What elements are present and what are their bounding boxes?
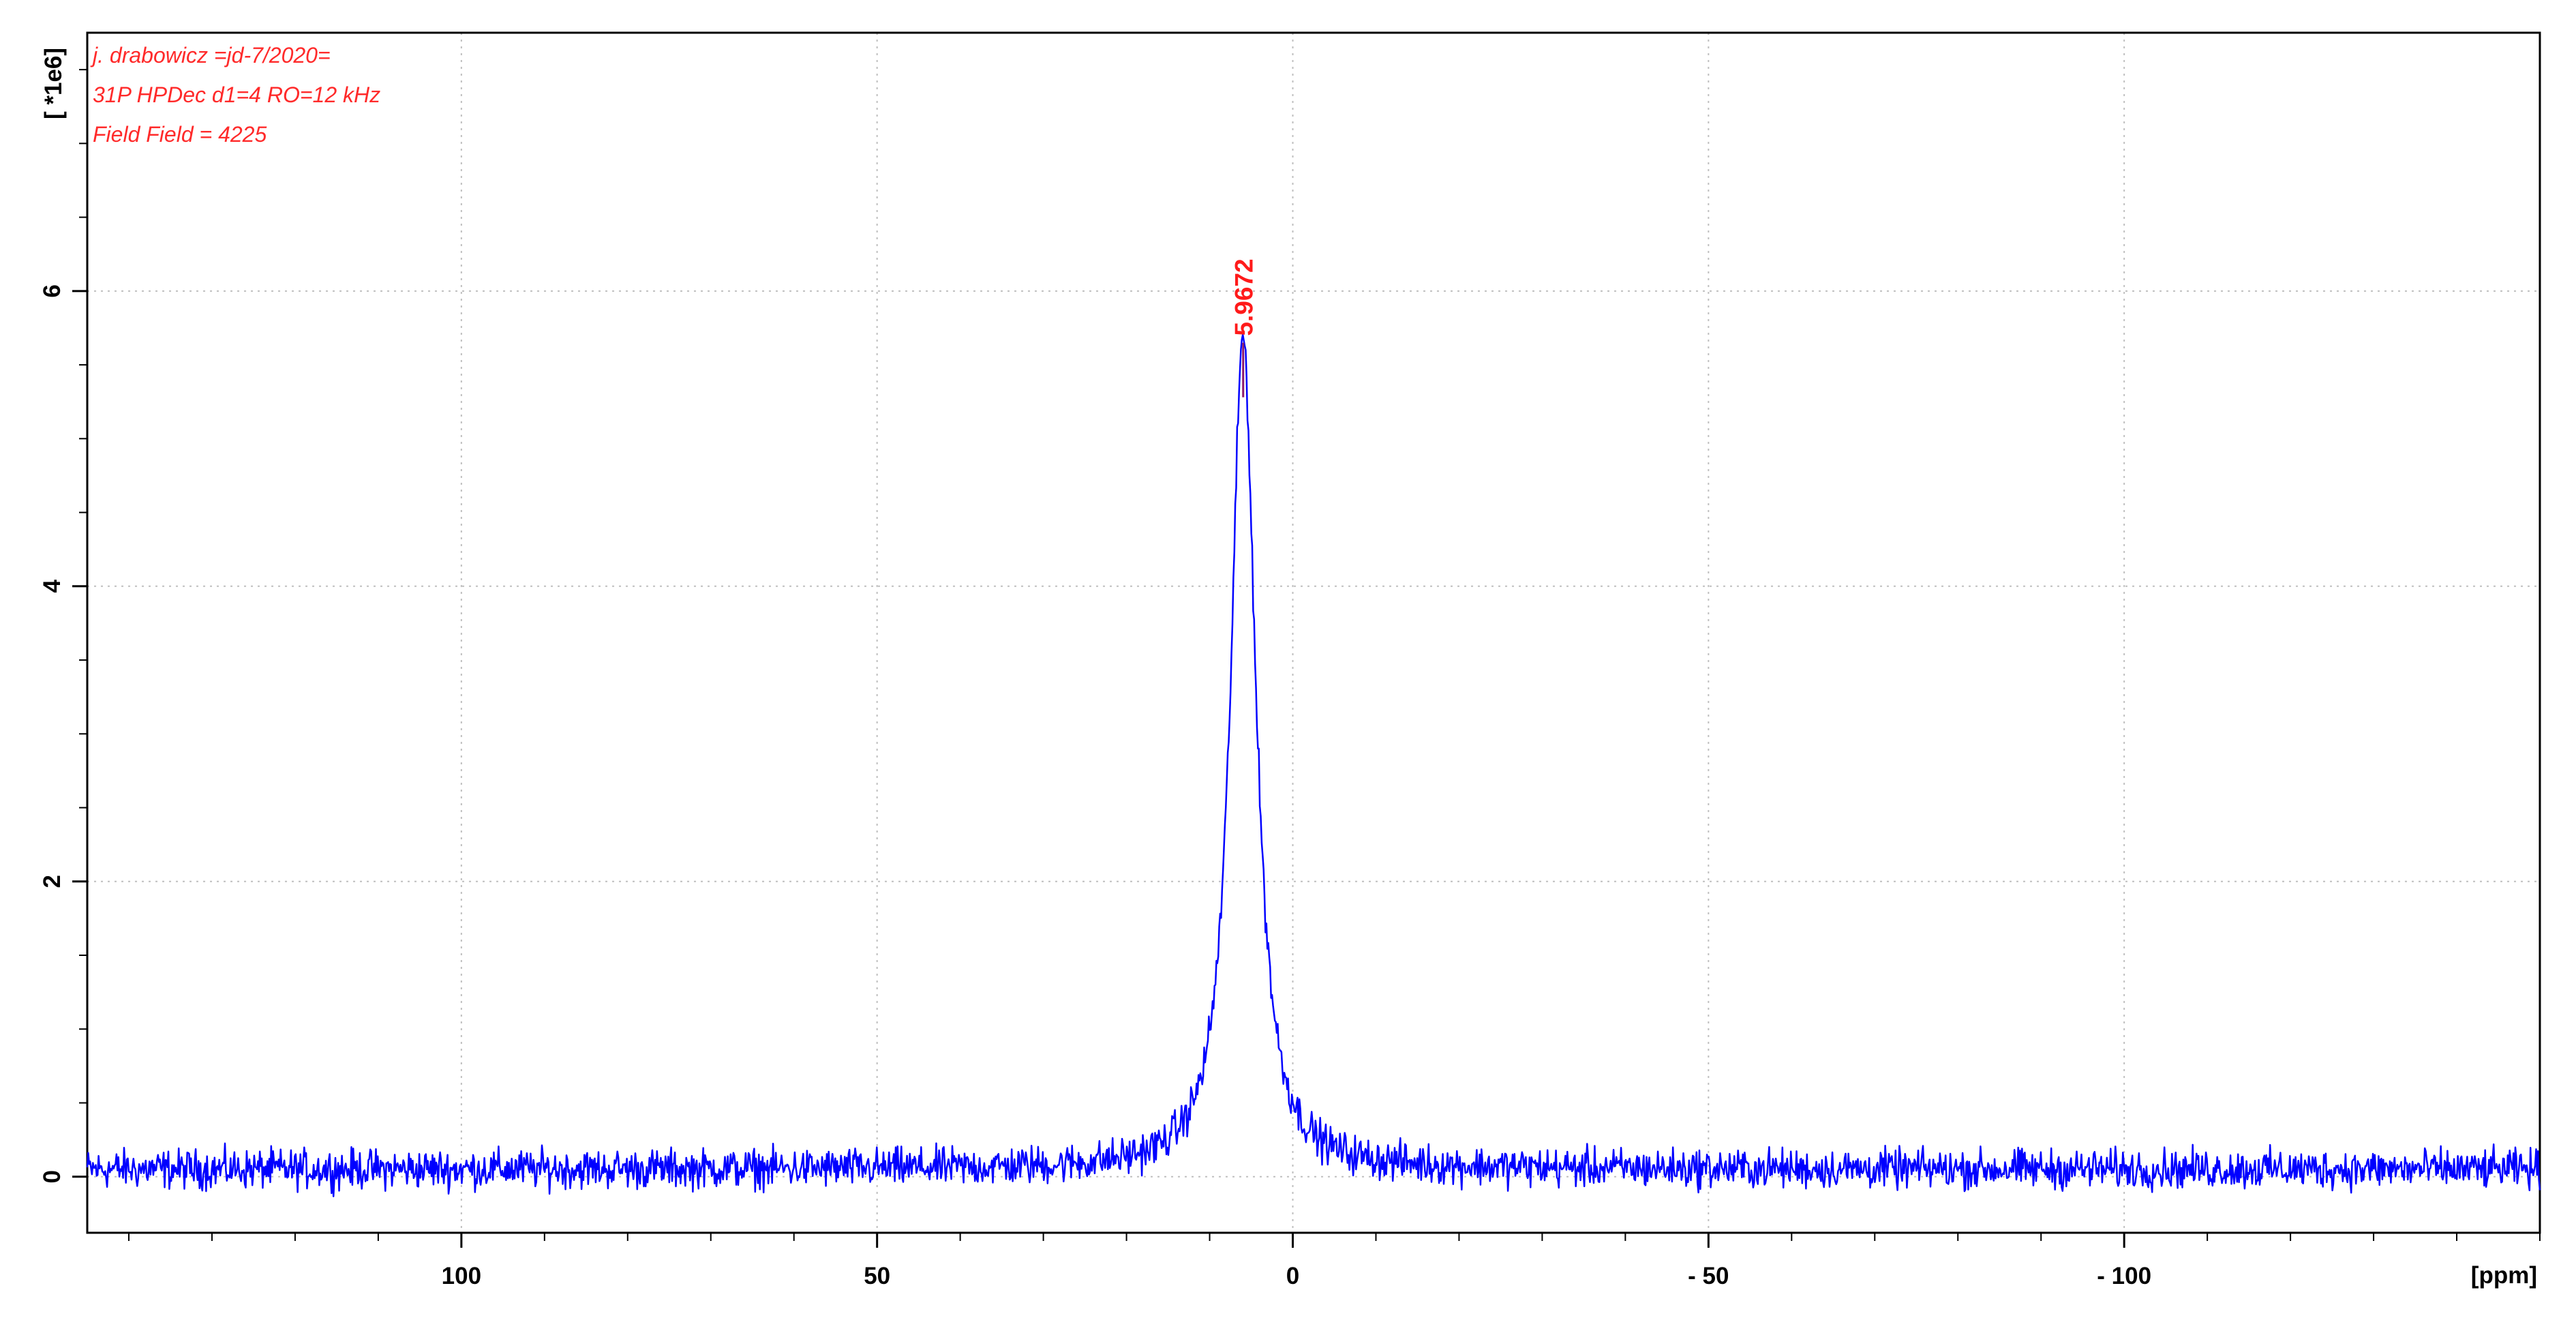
tick-labels: 100 50 0 - 50 - 100 0 2 4 6: [39, 284, 2151, 1289]
plot-frame: [86, 31, 2541, 1234]
annotation-line-1: j. drabowicz =jd-7/2020=: [90, 43, 331, 68]
axis-ticks: [72, 69, 2541, 1248]
spectrum-series: [86, 333, 2541, 1197]
x-tick-label: 50: [864, 1263, 890, 1289]
grid-lines: [87, 33, 2540, 1233]
x-tick-label: 0: [1286, 1263, 1299, 1289]
y-tick-label: 6: [39, 284, 65, 297]
annotation-line-3: Field Field = 4225: [93, 122, 267, 147]
x-tick-label: - 100: [2097, 1263, 2151, 1289]
x-axis-unit-label: [ppm]: [2471, 1262, 2537, 1289]
spectrum-line: [86, 333, 2541, 1197]
x-tick-label: - 50: [1688, 1263, 1729, 1289]
x-tick-label: 100: [442, 1263, 481, 1289]
y-axis-unit-label: [ *1e6]: [40, 48, 67, 119]
peak-label: 5.9672: [1230, 258, 1258, 335]
y-tick-label: 0: [39, 1170, 65, 1183]
y-tick-label: 2: [39, 875, 65, 888]
y-tick-label: 4: [39, 580, 65, 593]
annotation-line-2: 31P HPDec d1=4 RO=12 kHz: [93, 83, 380, 107]
